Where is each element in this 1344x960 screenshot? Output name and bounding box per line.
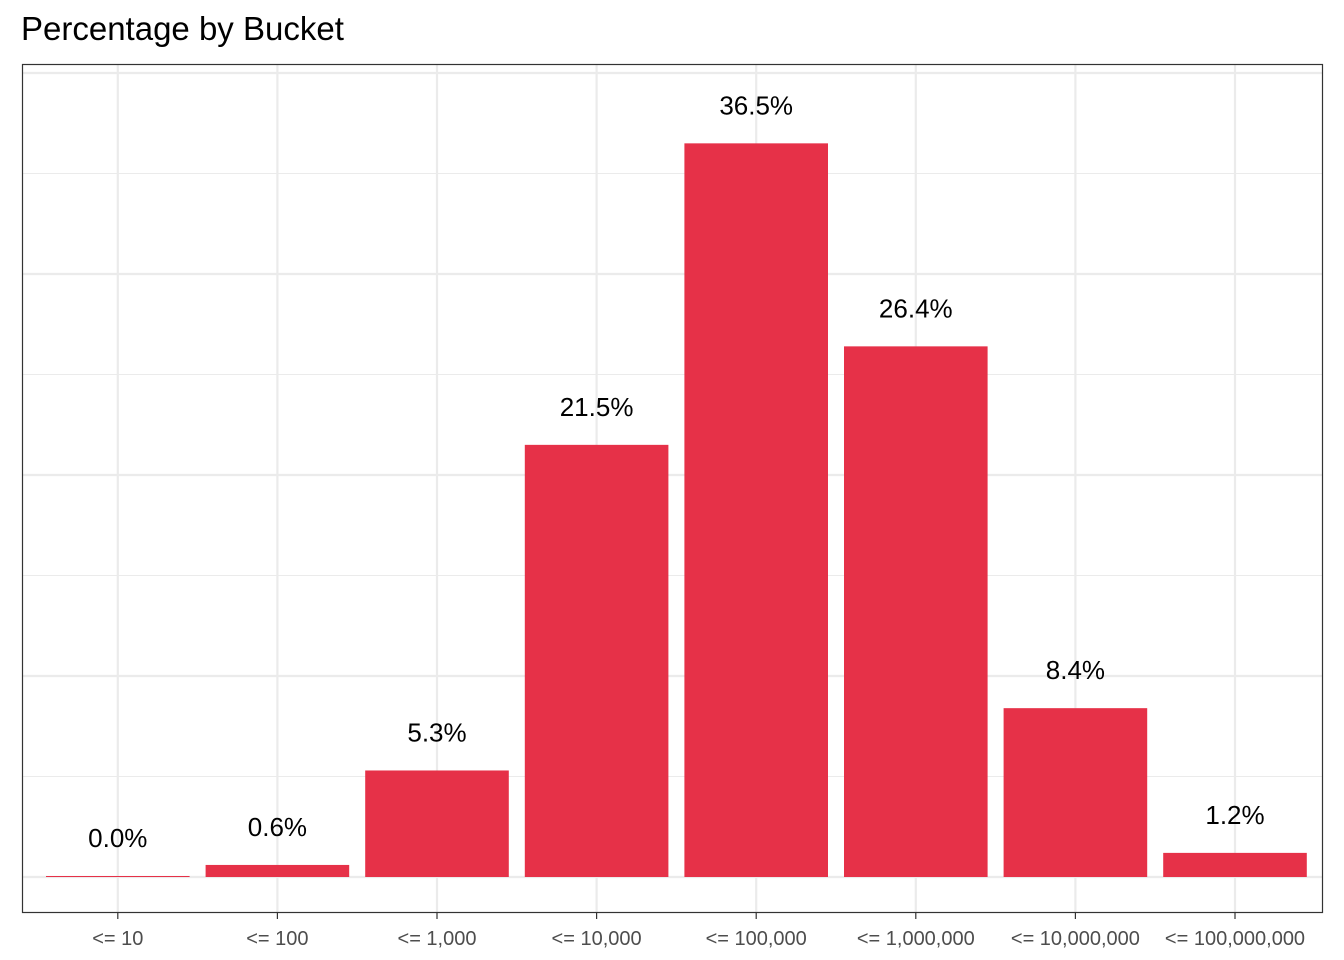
x-tick-label: <= 1,000,000 — [857, 928, 975, 950]
x-tick-label: <= 100 — [246, 928, 308, 950]
bar — [1163, 852, 1307, 877]
bar-value-label: 8.4% — [1046, 655, 1105, 685]
bar-value-label: 26.4% — [879, 293, 953, 323]
bar — [844, 346, 988, 877]
bar — [205, 864, 350, 877]
bar — [46, 876, 190, 877]
panel-border — [21, 63, 1324, 914]
x-tick-label: <= 100,000,000 — [1165, 928, 1305, 950]
x-tick-label: <= 10,000 — [552, 928, 642, 950]
x-tick-label: <= 10 — [92, 928, 143, 950]
bars — [46, 143, 1307, 878]
bar-value-label: 36.5% — [719, 90, 793, 120]
x-tick-label: <= 100,000 — [706, 928, 807, 950]
bar-value-label: 0.0% — [88, 823, 147, 853]
bar-value-label: 0.6% — [248, 812, 307, 842]
chart-title: Percentage by Bucket — [21, 10, 344, 47]
x-tick-label: <= 10,000,000 — [1011, 928, 1140, 950]
x-axis-ticks: <= 10 <= 100 <= 1,000 <= 10,000 <= 100,000 <=… — [92, 912, 1305, 950]
bar — [365, 770, 509, 877]
bar-value-label: 5.3% — [407, 717, 466, 747]
bar-value-label: 1.2% — [1205, 800, 1264, 830]
bar — [524, 444, 669, 877]
bar — [1003, 708, 1148, 877]
bar-value-label: 21.5% — [560, 392, 634, 422]
x-tick-label: <= 1,000 — [398, 928, 477, 950]
bar — [684, 143, 828, 878]
data-labels: 0.0% 0.6% 5.3% 21.5% 36.5% 26.4% 8.4% 1.2% — [88, 90, 1264, 853]
